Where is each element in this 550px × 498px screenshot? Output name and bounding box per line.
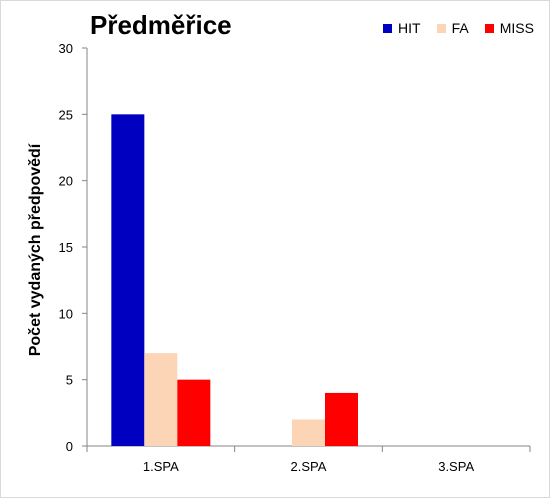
chart-title: Předměřice bbox=[90, 10, 232, 40]
legend-swatch-miss bbox=[484, 23, 494, 33]
legend: HIT FA MISS bbox=[383, 20, 550, 36]
legend-item-fa: FA bbox=[436, 20, 469, 36]
x-tick-label: 3.SPA bbox=[438, 459, 474, 474]
y-tick-label: 15 bbox=[59, 240, 73, 255]
bar-hit-1spa bbox=[111, 114, 145, 446]
bar-fa-2spa bbox=[292, 419, 325, 446]
y-tick-label: 20 bbox=[59, 174, 73, 189]
legend-label-fa: FA bbox=[451, 20, 469, 36]
bar-fa-1spa bbox=[144, 353, 178, 446]
y-tick-label: 25 bbox=[59, 107, 73, 122]
x-tick-label: 1.SPA bbox=[143, 459, 179, 474]
legend-label-miss: MISS bbox=[499, 20, 534, 36]
legend-item-hit: HIT bbox=[383, 20, 421, 36]
bar-miss-2spa bbox=[325, 392, 358, 446]
legend-swatch-fa bbox=[436, 23, 446, 33]
legend-item-miss: MISS bbox=[484, 20, 534, 36]
y-tick-label: 10 bbox=[59, 306, 73, 321]
legend-label-hit: HIT bbox=[398, 20, 421, 36]
y-tick-label: 0 bbox=[66, 439, 73, 454]
bar-miss-1spa bbox=[177, 379, 211, 446]
legend-swatch-hit bbox=[383, 23, 392, 33]
y-tick-label: 5 bbox=[66, 373, 73, 388]
x-tick-label: 2.SPA bbox=[291, 459, 327, 474]
y-tick-label: 30 bbox=[59, 41, 73, 56]
